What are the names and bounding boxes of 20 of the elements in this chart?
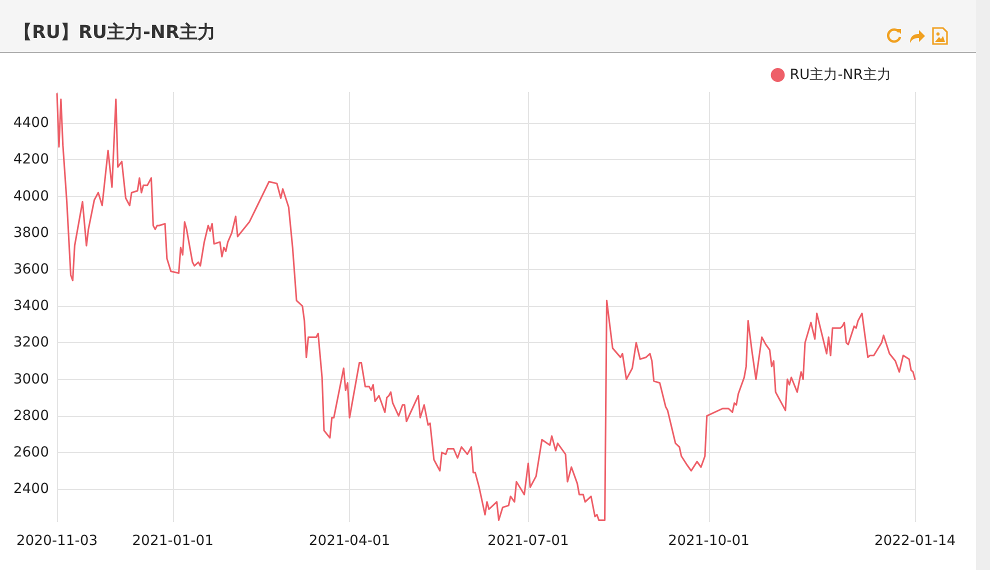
x-tick-label: 2022-01-14 xyxy=(874,533,956,549)
line-series xyxy=(56,93,916,521)
y-tick-label: 2600 xyxy=(13,444,49,460)
x-tick-label: 2020-11-03 xyxy=(16,533,98,549)
legend-label: RU主力-NR主力 xyxy=(790,67,892,83)
y-tick-label: 3200 xyxy=(13,334,49,351)
chart-title: 【RU】RU主力-NR主力 xyxy=(14,21,216,44)
x-tick-label: 2021-07-01 xyxy=(488,533,569,549)
x-tick-label: 2021-04-01 xyxy=(308,533,390,549)
x-tick-label: 2021-01-01 xyxy=(132,533,214,549)
y-tick-label: 4200 xyxy=(13,152,49,168)
y-tick-label: 3800 xyxy=(13,224,49,241)
y-tick-label: 2400 xyxy=(13,481,49,498)
y-tick-label: 4400 xyxy=(13,115,49,132)
y-tick-label: 3000 xyxy=(13,371,49,388)
y-tick-label: 2800 xyxy=(13,408,49,424)
y-tick-label: 4000 xyxy=(13,188,49,204)
y-tick-label: 3400 xyxy=(13,298,49,314)
x-tick-label: 2021-10-01 xyxy=(668,533,750,549)
y-tick-label: 3600 xyxy=(13,261,49,278)
